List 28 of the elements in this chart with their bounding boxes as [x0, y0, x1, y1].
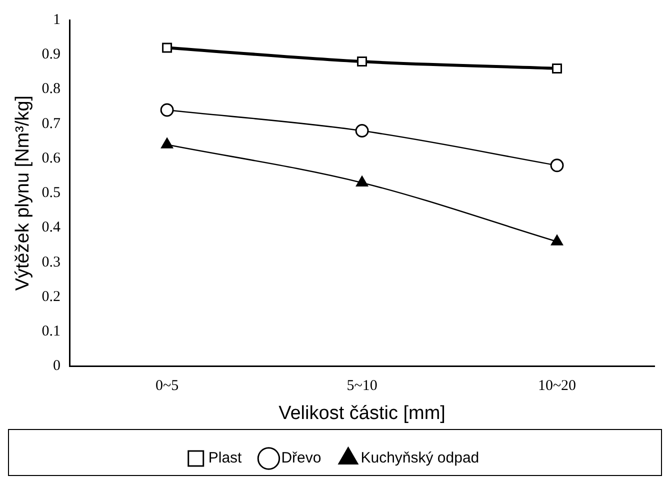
- point: [160, 103, 174, 117]
- point: [355, 124, 369, 138]
- point: [551, 234, 563, 246]
- y-tick-label: 0.9: [42, 46, 61, 63]
- x-tick-label: 5~10: [346, 378, 378, 394]
- y-tick-label: 0.3: [42, 254, 61, 270]
- point: [552, 63, 562, 74]
- point: [161, 138, 173, 148]
- point: [356, 176, 368, 186]
- x-tick-label: 0~5: [155, 378, 179, 394]
- point: [550, 158, 564, 172]
- y-tick-label: 0.2: [42, 288, 61, 305]
- x-tick-label: 10~20: [538, 378, 576, 394]
- y-tick-label: 0.7: [42, 116, 62, 132]
- x-axis-title: Velikost částic [mm]: [278, 402, 446, 424]
- y-tick-label: 0: [53, 358, 61, 374]
- legend-label: Kuchyňský odpad: [360, 450, 480, 467]
- point: [357, 56, 368, 67]
- point: [162, 42, 172, 53]
- y-tick-label: 0.6: [42, 150, 62, 166]
- y-tick-label: 0.8: [42, 81, 61, 98]
- y-axis-title: Výtěžek plynu [Nm³/kg]: [12, 95, 34, 291]
- legend-label: Plast: [208, 450, 243, 467]
- y-tick-label: 1: [53, 12, 61, 28]
- y-tick-label: 0.5: [42, 185, 61, 202]
- y-tick-label: 0.4: [42, 220, 62, 236]
- legend-label: Dřevo: [281, 450, 322, 467]
- y-tick-label: 0.1: [42, 324, 61, 340]
